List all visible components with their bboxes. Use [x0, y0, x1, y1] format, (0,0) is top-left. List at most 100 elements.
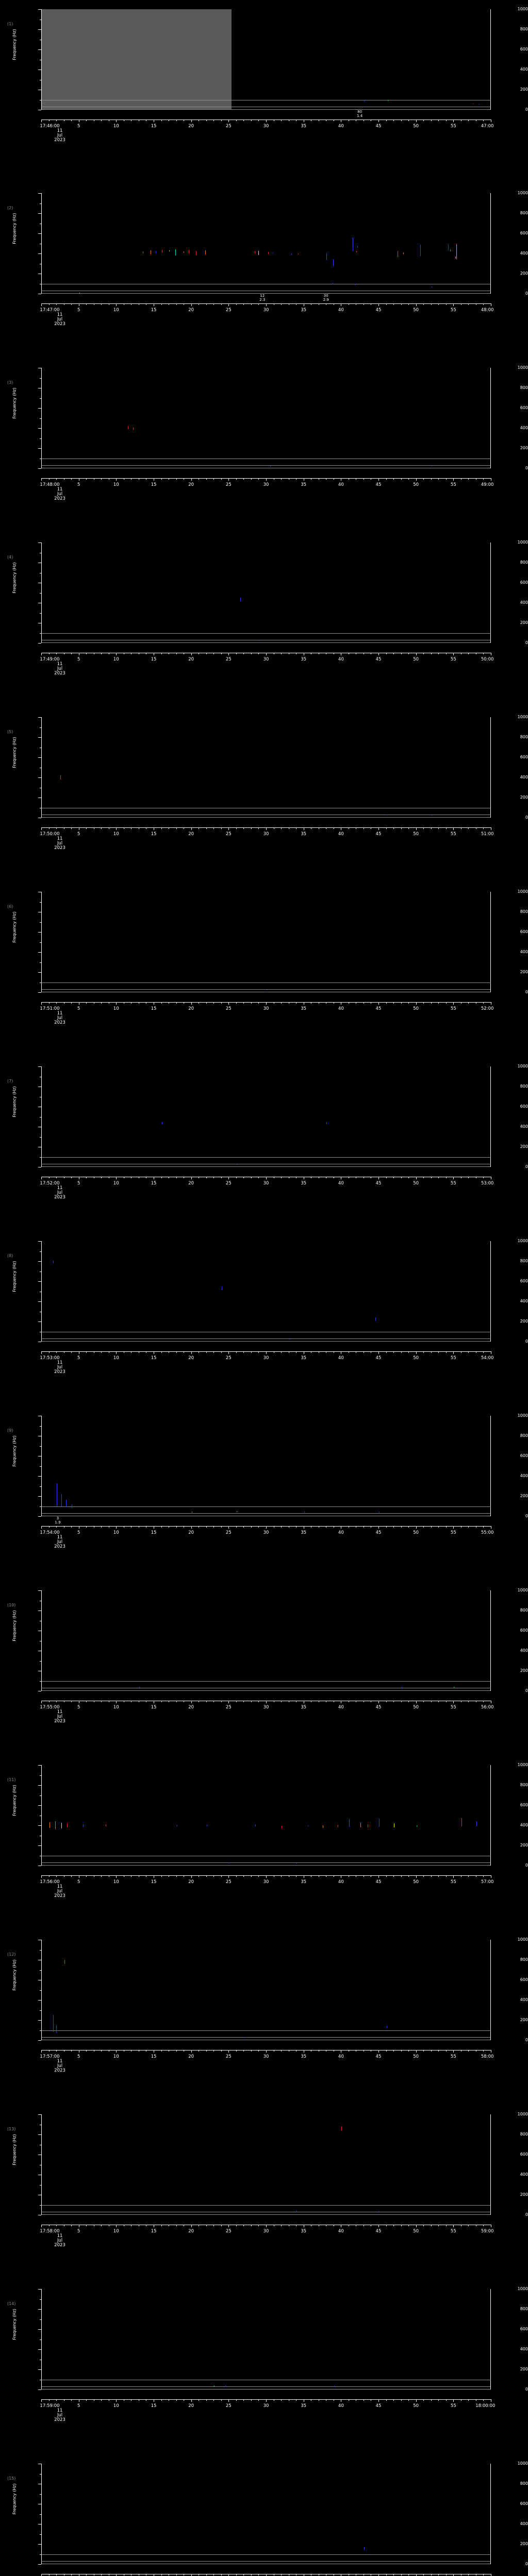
y-tick-label-200: 200 [520, 795, 528, 800]
plot-area-6[interactable] [41, 892, 491, 992]
y-tick-mark-minor [40, 438, 41, 439]
guide-line-30hz [42, 2386, 490, 2387]
plot-area-13[interactable] [41, 2114, 491, 2215]
y-tick-label-200: 200 [520, 271, 528, 276]
plot-area-5[interactable] [41, 717, 491, 818]
x-tick-mark [483, 1526, 484, 1528]
y-tick-mark-minor [40, 418, 41, 419]
plot-area-1[interactable] [41, 9, 491, 110]
guide-line-30hz [42, 2561, 490, 2562]
x-tick-mark [453, 1351, 454, 1354]
x-tick-label-40: 40 [338, 1879, 344, 1885]
x-tick-mark [243, 1002, 244, 1004]
plot-area-9[interactable] [41, 1416, 491, 1516]
y-tick-mark [38, 757, 41, 758]
x-tick-mark [393, 2399, 394, 2401]
x-tick-mark [258, 1701, 259, 1702]
x-tick-mark [401, 1351, 402, 1353]
x-tick-mark [56, 1002, 57, 1004]
x-tick-mark [281, 827, 282, 829]
y-tick-mark-minor [40, 2205, 41, 2206]
y-tick-mark-minor [40, 1506, 41, 1507]
x-tick-mark [48, 478, 50, 480]
x-tick-mark [161, 1875, 162, 1877]
x-tick-mark [401, 120, 402, 121]
x-tick-label-30: 30 [263, 2054, 269, 2059]
x-tick-mark [206, 1002, 207, 1004]
x-tick-mark [446, 478, 447, 480]
panel-3: (3) Frequency (Hz) 0 200 400 600 800 1000 17:48:… [0, 366, 528, 543]
x-tick-mark [243, 2399, 244, 2401]
y-tick-label-200: 200 [520, 970, 528, 974]
detection-segment [61, 1823, 62, 1828]
x-tick-label-45: 45 [375, 482, 382, 487]
y-tick-label-600: 600 [520, 1453, 528, 1458]
plot-area-12[interactable] [41, 1940, 491, 2040]
x-tick-label-45: 45 [375, 2229, 382, 2234]
x-tick-mark [251, 2225, 252, 2226]
x-tick-mark [266, 2225, 267, 2227]
plot-area-14[interactable] [41, 2289, 491, 2389]
plot-area-2[interactable] [41, 193, 491, 294]
detection-segment [298, 253, 299, 255]
x-tick-mark [191, 827, 192, 830]
x-tick-label-50: 50 [413, 482, 419, 487]
x-tick-mark [86, 2574, 87, 2575]
panel-stack: (1) Frequency (Hz) 0 200 400 600 800 1000 80 1.4 1… [0, 7, 528, 2576]
plot-area-4[interactable] [41, 543, 491, 643]
y-tick-label-600: 600 [520, 2327, 528, 2331]
x-tick-mark [243, 2050, 244, 2052]
plot-area-3[interactable] [41, 368, 491, 468]
x-tick-label-35: 35 [301, 832, 307, 837]
x-tick-mark [48, 1875, 50, 1877]
plot-area-11[interactable] [41, 1765, 491, 1866]
y-tick-label-0: 0 [525, 1339, 528, 1344]
x-tick-mark [258, 827, 259, 829]
y-tick-label-400: 400 [520, 2521, 528, 2526]
detection-segment [334, 2385, 335, 2387]
detection-segment [258, 251, 259, 255]
detection-segment [82, 1824, 84, 1827]
x-tick-label-55: 55 [450, 124, 456, 129]
x-tick-mark [416, 1526, 417, 1529]
x-axis-end-label: 48:00 [481, 308, 494, 313]
detection-segment [448, 244, 449, 251]
plot-area-7[interactable] [41, 1066, 491, 1167]
panel-number-11: (11) [7, 1777, 16, 1782]
x-tick-mark [453, 2399, 454, 2402]
x-tick-mark [386, 120, 387, 121]
x-tick-mark [176, 2225, 177, 2226]
detection-segment [64, 1960, 65, 1964]
y-tick-label-1000: 1000 [517, 7, 528, 11]
x-axis-start-label: 17:58:00 [40, 2229, 60, 2234]
y-tick-label-0: 0 [525, 2212, 528, 2217]
y-axis-label-2: Frequency (Hz) [12, 213, 17, 244]
x-tick-label-25: 25 [225, 1355, 232, 1361]
x-tick-mark [243, 1875, 244, 1877]
x-tick-mark [453, 120, 454, 122]
x-tick-mark [431, 2399, 432, 2401]
x-tick-mark [393, 478, 394, 480]
x-tick-mark [386, 2399, 387, 2401]
y-tick-mark-minor [40, 633, 41, 634]
x-tick-label-5: 5 [77, 2054, 80, 2059]
x-tick-mark [116, 2225, 117, 2227]
x-tick-mark [236, 1701, 237, 1702]
plot-area-10[interactable] [41, 1590, 491, 1691]
x-tick-mark [468, 478, 469, 480]
x-tick-label-20: 20 [188, 1530, 194, 1535]
plot-area-15[interactable] [41, 2464, 491, 2564]
plot-area-8[interactable] [41, 1241, 491, 1342]
panel-8: (8) Frequency (Hz) 0 200 400 600 800 1000 17:53:… [0, 1239, 528, 1416]
x-tick-mark [468, 120, 469, 121]
guide-line-100hz [42, 2205, 490, 2206]
x-tick-mark [228, 303, 229, 306]
x-tick-mark [423, 2399, 424, 2401]
x-tick-mark [468, 303, 469, 305]
y-tick-mark [38, 9, 41, 10]
x-tick-mark [206, 827, 207, 829]
date-stack: 11 Jul 2023 [54, 2233, 65, 2248]
detection-segment [175, 249, 176, 256]
panel-7: (7) Frequency (Hz) 0 200 400 600 800 1000 17:52:… [0, 1064, 528, 1241]
x-tick-mark [221, 1177, 222, 1178]
